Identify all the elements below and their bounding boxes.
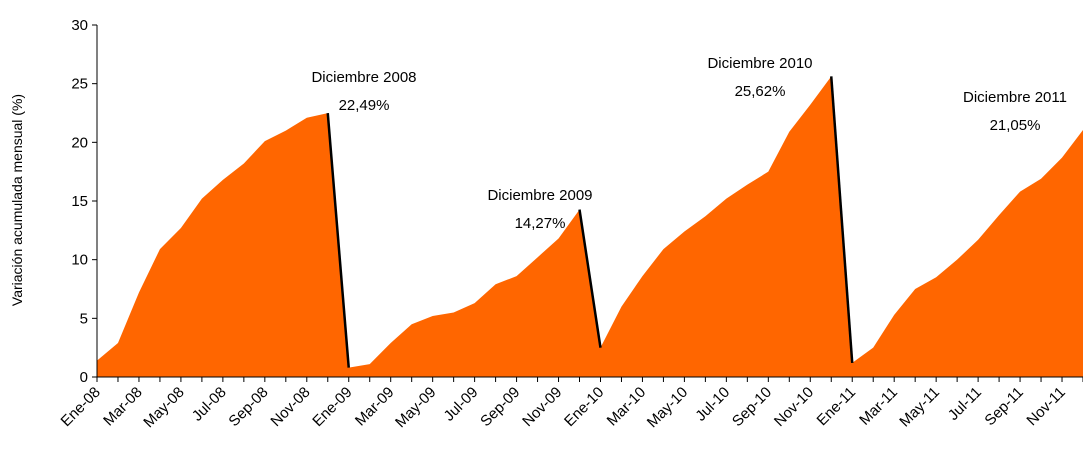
- x-tick-label: Sep-11: [981, 384, 1026, 429]
- annotation-title: Diciembre 2008: [311, 69, 416, 86]
- x-tick-label: Nov-10: [771, 384, 817, 430]
- x-tick-label: Nov-09: [519, 384, 565, 430]
- y-tick-label: 15: [71, 193, 88, 210]
- x-tick-label: Ene-09: [309, 384, 355, 430]
- drop-line: [578, 209, 602, 348]
- annotation-title: Diciembre 2009: [487, 187, 592, 204]
- area: [97, 76, 1083, 377]
- x-tick-label: Sep-09: [477, 384, 523, 430]
- annotation-title: Diciembre 2011: [963, 89, 1067, 106]
- y-tick-label: 30: [71, 17, 88, 34]
- x-tick-label: Sep-10: [729, 384, 775, 430]
- x-tick-label: Ene-10: [561, 384, 607, 430]
- x-tick-label: May-08: [140, 384, 187, 431]
- x-tick-label: Mar-10: [604, 384, 650, 430]
- y-axis-title: Variación acumulada mensual (%): [9, 94, 25, 306]
- x-tick-label: Ene-08: [58, 384, 104, 430]
- data-label: 14,27%: [515, 215, 566, 232]
- x-tick-label: Nov-11: [1023, 384, 1068, 429]
- data-label: 25,62%: [735, 83, 786, 100]
- x-tick-label: Sep-08: [225, 384, 271, 430]
- y-tick-label: 0: [80, 369, 88, 386]
- x-tick-label: Mar-08: [100, 384, 146, 430]
- x-tick-label: Jul-10: [692, 384, 733, 425]
- drop-line: [830, 76, 854, 364]
- data-label: 22,49%: [339, 97, 390, 114]
- x-tick-label: Mar-11: [856, 384, 901, 429]
- x-tick-label: Nov-08: [267, 384, 313, 430]
- x-tick-label: May-11: [896, 384, 943, 431]
- drop-line: [326, 113, 350, 368]
- x-tick-label: Jul-09: [441, 384, 482, 425]
- x-tick-label: May-10: [644, 384, 691, 431]
- y-tick-label: 5: [80, 310, 88, 327]
- y-tick-label: 25: [71, 76, 88, 93]
- y-tick-label: 20: [71, 134, 88, 151]
- y-tick-label: 10: [71, 252, 88, 269]
- annotation-title: Diciembre 2010: [707, 55, 812, 72]
- data-label: 21,05%: [990, 117, 1041, 134]
- x-tick-label: Ene-11: [814, 384, 859, 429]
- x-tick-label: Jul-11: [945, 384, 985, 424]
- x-tick-label: Mar-09: [352, 384, 398, 430]
- x-tick-label: May-09: [392, 384, 439, 431]
- x-tick-label: Jul-08: [189, 384, 230, 425]
